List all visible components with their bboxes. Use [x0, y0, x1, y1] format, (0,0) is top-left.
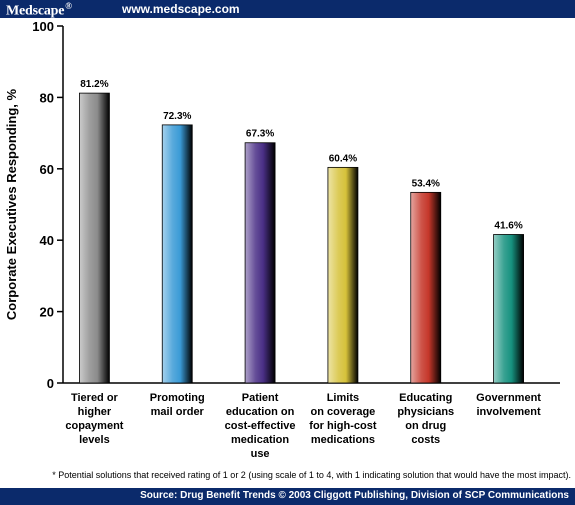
- header-bar: Medscape® www.medscape.com: [0, 0, 575, 20]
- registered-mark: ®: [65, 1, 72, 11]
- bar: [327, 166, 359, 384]
- bar-chart: 0 20 40 60 80 100 Corporate Executives Respond…: [4, 19, 560, 460]
- y-tick-label: 20: [40, 305, 54, 320]
- medscape-logo[interactable]: Medscape®: [6, 1, 72, 20]
- x-category-label: Limits on coverage for high-cost medication…: [309, 392, 377, 446]
- bar-value-label: 53.4%: [412, 178, 440, 189]
- bar-value-label: 81.2%: [80, 79, 108, 90]
- bar: [79, 92, 110, 384]
- x-category-label: Promoting mail order: [150, 392, 205, 418]
- x-category-label: Patient education on cost-effective medicat…: [225, 392, 296, 460]
- x-category-label: Tiered or higher copayment levels: [65, 392, 123, 446]
- bar-value-label: 67.3%: [246, 129, 274, 140]
- bar-value-label: 41.6%: [494, 220, 522, 231]
- source-credit: Source: Drug Benefit Trends © 2003 Cligg…: [140, 490, 569, 501]
- brand-name: Medscape: [6, 3, 65, 19]
- bar: [161, 124, 193, 384]
- y-tick-label: 60: [40, 162, 54, 177]
- y-tick-label: 100: [32, 19, 54, 34]
- x-category-label: Government involvement: [476, 392, 541, 418]
- bar: [493, 234, 524, 384]
- footer-bar: Source: Drug Benefit Trends © 2003 Cligg…: [0, 488, 575, 505]
- y-tick-label: 0: [47, 376, 54, 391]
- bar-value-label: 60.4%: [329, 153, 357, 164]
- y-axis-title: Corporate Executives Responding, %: [4, 88, 19, 320]
- y-tick-label: 40: [40, 233, 54, 248]
- bar-value-label: 72.3%: [163, 111, 191, 122]
- bar: [410, 191, 442, 384]
- bar: [244, 142, 276, 384]
- x-category-label: Educating physicians on drug costs: [397, 392, 454, 446]
- site-url-link[interactable]: www.medscape.com: [122, 2, 240, 16]
- footnote: * Potential solutions that received rati…: [52, 470, 571, 480]
- y-tick-label: 80: [40, 90, 54, 105]
